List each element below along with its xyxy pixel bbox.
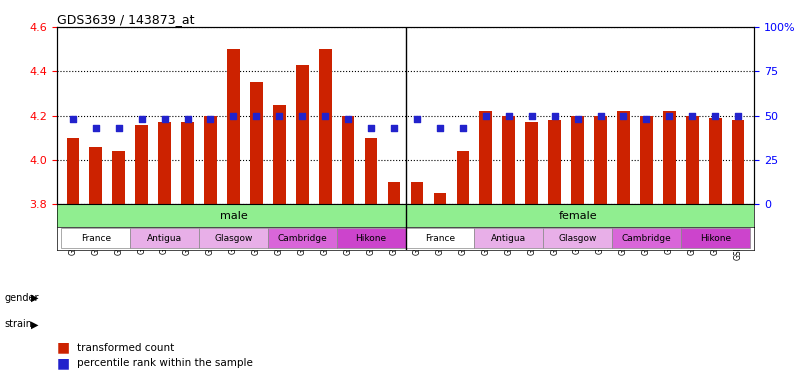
Text: percentile rank within the sample: percentile rank within the sample bbox=[77, 358, 253, 368]
Point bbox=[548, 113, 561, 119]
Text: strain: strain bbox=[4, 319, 32, 329]
Point bbox=[594, 113, 607, 119]
Point bbox=[112, 125, 125, 131]
Point bbox=[686, 113, 699, 119]
Bar bbox=[732, 120, 744, 204]
FancyBboxPatch shape bbox=[680, 228, 749, 248]
Bar bbox=[388, 182, 401, 204]
Point bbox=[227, 113, 240, 119]
Text: Hikone: Hikone bbox=[700, 234, 731, 243]
Point bbox=[135, 116, 148, 122]
Point bbox=[732, 113, 744, 119]
Point bbox=[502, 113, 515, 119]
Text: Glasgow: Glasgow bbox=[559, 234, 597, 243]
FancyBboxPatch shape bbox=[62, 228, 131, 248]
Point bbox=[365, 125, 378, 131]
Point bbox=[388, 125, 401, 131]
FancyBboxPatch shape bbox=[543, 228, 612, 248]
Text: Cambridge: Cambridge bbox=[621, 234, 672, 243]
Bar bbox=[319, 49, 332, 204]
Point bbox=[433, 125, 446, 131]
Text: ▶: ▶ bbox=[31, 319, 38, 329]
FancyBboxPatch shape bbox=[131, 228, 199, 248]
Text: Antigua: Antigua bbox=[491, 234, 526, 243]
Text: female: female bbox=[558, 211, 597, 221]
Text: France: France bbox=[81, 234, 111, 243]
Point bbox=[457, 125, 470, 131]
FancyBboxPatch shape bbox=[337, 228, 406, 248]
Bar bbox=[250, 82, 263, 204]
Bar bbox=[548, 120, 561, 204]
Bar bbox=[181, 122, 194, 204]
Point bbox=[250, 113, 263, 119]
Point bbox=[89, 125, 102, 131]
Point bbox=[296, 113, 309, 119]
Text: gender: gender bbox=[4, 293, 39, 303]
Text: GDS3639 / 143873_at: GDS3639 / 143873_at bbox=[57, 13, 195, 26]
Bar bbox=[617, 111, 630, 204]
Bar bbox=[709, 118, 722, 204]
FancyBboxPatch shape bbox=[474, 228, 543, 248]
Point bbox=[272, 113, 285, 119]
Point bbox=[204, 116, 217, 122]
Text: Glasgow: Glasgow bbox=[214, 234, 252, 243]
Text: Antigua: Antigua bbox=[147, 234, 182, 243]
Text: transformed count: transformed count bbox=[77, 343, 174, 353]
Bar bbox=[365, 138, 377, 204]
Bar bbox=[113, 151, 125, 204]
Point bbox=[181, 116, 194, 122]
Text: ■: ■ bbox=[57, 356, 70, 370]
Text: male: male bbox=[220, 211, 247, 221]
Point bbox=[617, 113, 630, 119]
Text: ▶: ▶ bbox=[31, 293, 38, 303]
Bar bbox=[571, 116, 584, 204]
Text: Cambridge: Cambridge bbox=[277, 234, 327, 243]
Point bbox=[67, 116, 79, 122]
Bar bbox=[67, 138, 79, 204]
Bar bbox=[526, 122, 538, 204]
Bar bbox=[341, 116, 354, 204]
Text: Hikone: Hikone bbox=[355, 234, 387, 243]
Bar bbox=[479, 111, 492, 204]
Point bbox=[526, 113, 539, 119]
Bar bbox=[135, 124, 148, 204]
Point bbox=[410, 116, 423, 122]
Bar bbox=[227, 49, 240, 204]
FancyBboxPatch shape bbox=[268, 228, 337, 248]
Point bbox=[158, 116, 171, 122]
Bar bbox=[296, 65, 308, 204]
Bar bbox=[273, 104, 285, 204]
Point bbox=[319, 113, 332, 119]
Point bbox=[640, 116, 653, 122]
Bar bbox=[410, 182, 423, 204]
Bar bbox=[204, 116, 217, 204]
Bar bbox=[457, 151, 470, 204]
Point bbox=[479, 113, 492, 119]
Bar bbox=[503, 116, 515, 204]
Point bbox=[571, 116, 584, 122]
FancyBboxPatch shape bbox=[612, 228, 680, 248]
Text: ■: ■ bbox=[57, 341, 70, 354]
Bar bbox=[434, 193, 446, 204]
Bar bbox=[89, 147, 102, 204]
Point bbox=[663, 113, 676, 119]
Bar bbox=[686, 116, 698, 204]
Point bbox=[709, 113, 722, 119]
Text: France: France bbox=[425, 234, 455, 243]
FancyBboxPatch shape bbox=[199, 228, 268, 248]
Bar bbox=[158, 122, 171, 204]
FancyBboxPatch shape bbox=[406, 228, 474, 248]
Bar bbox=[640, 116, 653, 204]
Bar bbox=[663, 111, 676, 204]
Bar bbox=[594, 116, 607, 204]
Point bbox=[341, 116, 354, 122]
